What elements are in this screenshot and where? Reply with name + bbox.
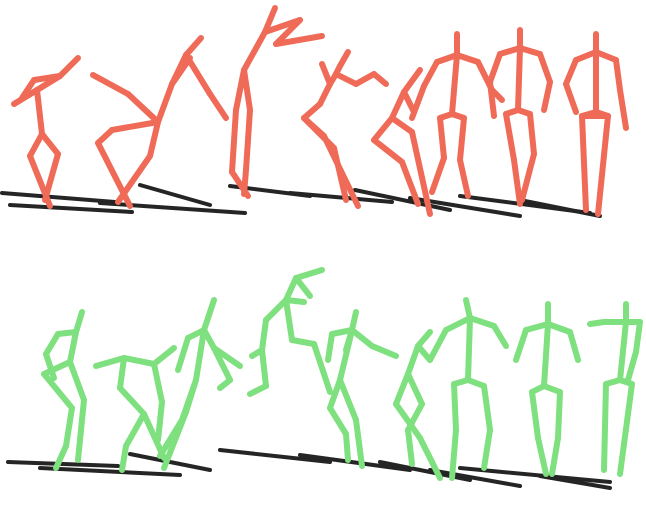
bottom-frame-4 bbox=[247, 267, 333, 397]
bottom-frame-7 bbox=[427, 297, 509, 481]
top-frame-6 bbox=[409, 31, 505, 199]
bottom-frame-3 bbox=[157, 297, 243, 471]
bottom-row-skeletons bbox=[41, 267, 643, 481]
top-row-shadows bbox=[0, 183, 602, 218]
bottom-frame-5 bbox=[325, 309, 399, 469]
top-frame-3 bbox=[229, 5, 325, 199]
bottom-frame-9 bbox=[587, 301, 643, 477]
bottom-frame-1 bbox=[41, 309, 87, 471]
top-frame-1 bbox=[11, 55, 81, 209]
top-row-skeletons bbox=[11, 5, 629, 217]
top-frame-2 bbox=[90, 35, 229, 209]
bottom-frame-8 bbox=[513, 301, 581, 477]
top-frame-4 bbox=[301, 49, 389, 209]
top-frame-7 bbox=[487, 27, 553, 207]
top-frame-8 bbox=[563, 31, 629, 217]
top-frame-5 bbox=[371, 67, 433, 217]
bottom-row-shadows bbox=[6, 448, 612, 490]
